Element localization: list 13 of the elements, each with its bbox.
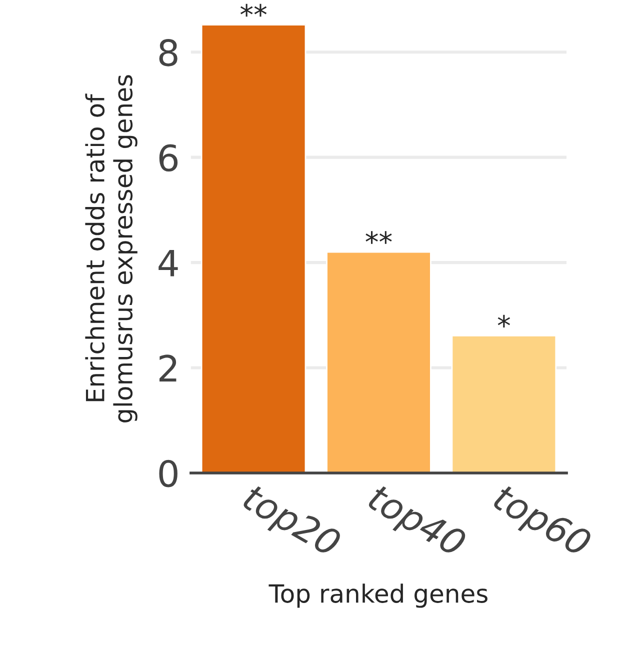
y-tick-label: 4	[158, 250, 178, 276]
y-tick-label: 2	[159, 354, 176, 382]
bar	[200, 24, 306, 473]
y-tick-label: 0	[159, 460, 178, 488]
y-axis-title: Enrichment odds ratio of glomusrus expressed genes	[85, 75, 138, 422]
annotation: **	[366, 231, 392, 244]
x-axis-title: Top ranked genes	[268, 584, 488, 608]
annotation: *	[498, 314, 510, 328]
bar	[326, 251, 432, 473]
y-tick-label: 8	[159, 39, 178, 66]
y-tick-label: 6	[159, 144, 178, 172]
annotation: **	[240, 4, 267, 17]
bar	[451, 334, 557, 473]
